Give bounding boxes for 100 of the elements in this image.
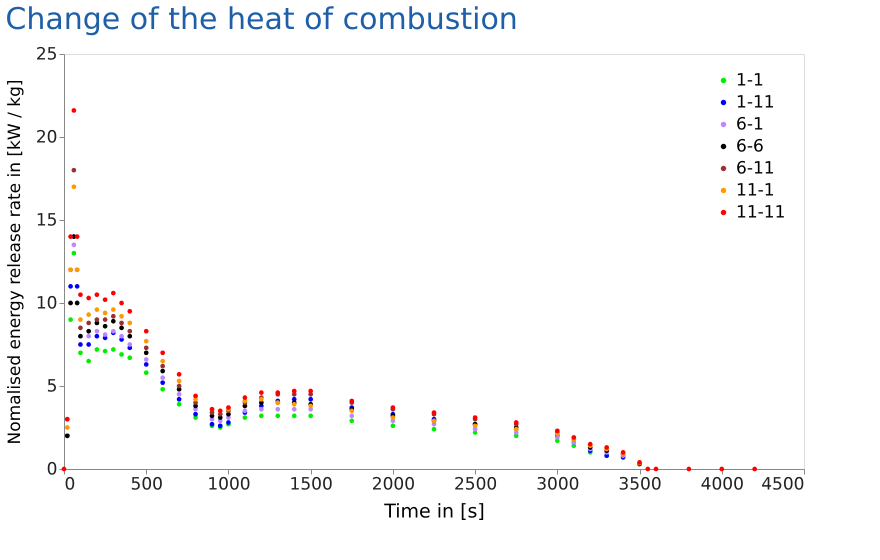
x-tick-label: 3000 [536, 474, 580, 494]
point [102, 317, 108, 322]
x-tick-label: 500 [130, 474, 163, 494]
point [752, 466, 758, 472]
point [78, 326, 83, 330]
legend-label: 1-11 [736, 92, 775, 112]
point [349, 414, 354, 418]
y-tick-label: 20 [36, 128, 58, 148]
point [86, 320, 92, 326]
point [160, 380, 166, 386]
x-tick-label: 0 [64, 474, 76, 494]
point [242, 395, 248, 400]
x-tick-label: 4500 [761, 474, 804, 494]
point [127, 320, 132, 326]
point [110, 347, 116, 352]
point [292, 388, 297, 394]
point [144, 338, 149, 344]
point [86, 334, 92, 339]
point [68, 317, 73, 322]
point [119, 320, 124, 326]
point [160, 368, 166, 374]
point [308, 396, 314, 402]
point [160, 375, 166, 380]
point [86, 296, 92, 300]
point [308, 388, 314, 394]
point [176, 384, 182, 388]
point [127, 355, 132, 360]
point [176, 392, 182, 397]
point [102, 332, 108, 337]
point [432, 426, 436, 432]
y-tick-label: 25 [36, 44, 58, 64]
point [78, 317, 83, 322]
point [119, 314, 124, 319]
point [127, 342, 132, 347]
point [86, 342, 92, 347]
point [74, 234, 80, 239]
point [144, 370, 149, 376]
point [102, 348, 108, 354]
x-tick-label: 3500 [618, 474, 662, 494]
point [160, 386, 166, 392]
point [86, 328, 92, 334]
x-axis-title: Time in [s] [383, 500, 485, 522]
point [292, 406, 297, 412]
point [176, 372, 182, 377]
x-tick-label: 2500 [454, 474, 498, 494]
point [72, 108, 76, 113]
point [645, 466, 650, 472]
point [78, 292, 83, 298]
legend-label: 1-1 [736, 70, 764, 90]
point [292, 414, 297, 418]
point [110, 318, 116, 324]
point [72, 184, 76, 190]
point [144, 328, 149, 334]
y-axis-title: Nomalised energy release rate in [kW / kg] [4, 79, 25, 445]
point [94, 328, 100, 334]
point [119, 326, 124, 330]
point [72, 242, 76, 248]
point [193, 394, 198, 398]
point [127, 334, 132, 339]
point [308, 414, 314, 418]
point [110, 307, 116, 312]
point [78, 350, 83, 356]
point [102, 324, 108, 329]
chart-title: Change of the heat of combustion [5, 2, 518, 37]
point [193, 412, 198, 417]
point [110, 314, 116, 319]
point [242, 415, 248, 420]
point [102, 310, 108, 316]
point [160, 350, 166, 356]
legend-label: 11-1 [736, 180, 775, 200]
point [258, 390, 264, 395]
point [119, 300, 124, 306]
point [390, 424, 396, 428]
point [102, 297, 108, 302]
point [68, 234, 73, 239]
point [127, 328, 132, 334]
point [258, 406, 264, 412]
legend-label: 6-11 [736, 158, 775, 178]
point [176, 378, 182, 384]
point [176, 402, 182, 407]
point [160, 358, 166, 364]
x-tick-label: 4000 [700, 474, 744, 494]
legend-label: 6-6 [736, 136, 764, 156]
point [78, 342, 83, 347]
point [94, 317, 100, 322]
point [94, 347, 100, 352]
point [64, 425, 70, 430]
point [144, 357, 149, 362]
point [119, 352, 124, 357]
point [94, 292, 100, 298]
point [72, 168, 76, 173]
point [86, 358, 92, 364]
y-tick-label: 10 [36, 294, 58, 314]
legend-label: 6-1 [736, 114, 764, 134]
x-tick-label: 1500 [290, 474, 333, 494]
point [72, 250, 76, 256]
y-tick-label: 15 [36, 210, 58, 230]
point [86, 312, 92, 317]
point [62, 466, 66, 472]
point [258, 414, 264, 418]
